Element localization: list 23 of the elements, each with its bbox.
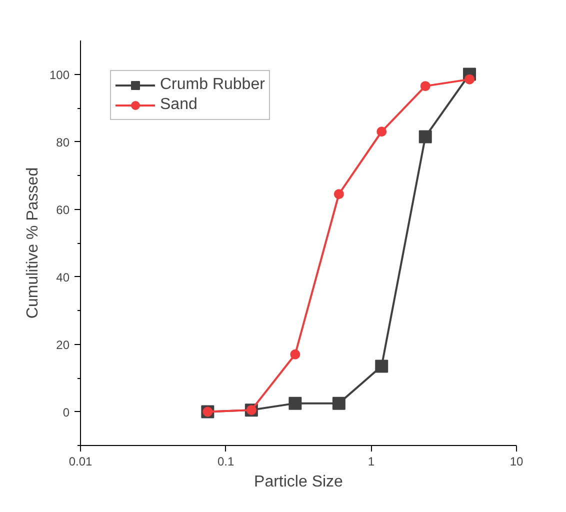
point: [418, 130, 432, 144]
x-tick-label: 1: [368, 454, 375, 468]
x-axis-title: Particle Size: [254, 474, 344, 490]
y-tick-label: 100: [49, 68, 70, 82]
point: [288, 396, 302, 410]
y-tick-label: 0: [62, 405, 70, 420]
x-tick-label: 10: [510, 454, 524, 468]
legend-label: Crumb Rubber: [160, 76, 265, 94]
y-tick-label: 60: [56, 202, 70, 217]
x-tick-label: 0.01: [68, 454, 93, 468]
y-tick-label: 20: [56, 338, 70, 352]
point: [376, 126, 387, 137]
point: [332, 396, 346, 410]
x-tick-label: 0.1: [217, 454, 234, 468]
legend-label: Sand: [160, 96, 198, 114]
point: [375, 360, 388, 373]
y-tick-label: 40: [56, 270, 70, 284]
point: [290, 349, 300, 360]
point: [420, 81, 430, 92]
y-tick-label: 80: [56, 135, 70, 150]
point: [464, 74, 475, 84]
point: [334, 189, 344, 200]
y-axis-title: Cumulitive % Passed: [24, 167, 42, 319]
